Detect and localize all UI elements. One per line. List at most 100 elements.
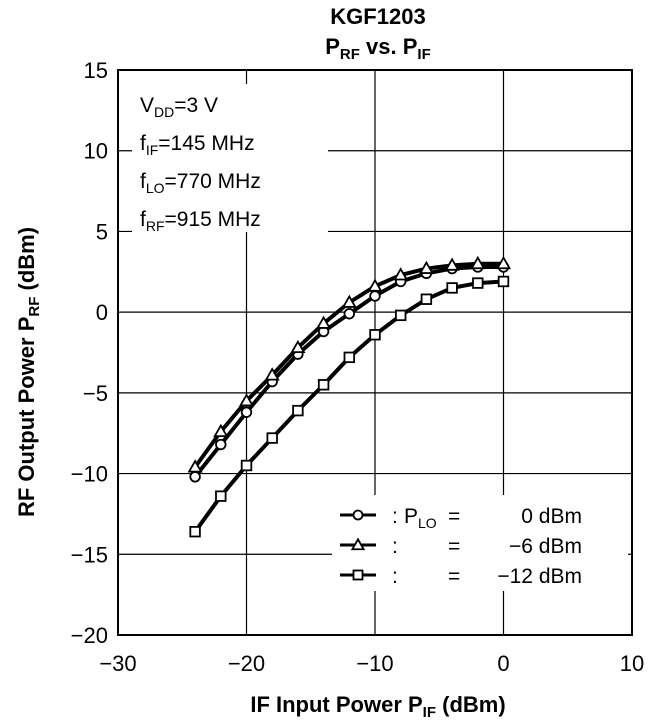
condition-symbol: f xyxy=(140,208,146,231)
y-tick-label: 15 xyxy=(84,58,108,83)
marker-square xyxy=(352,569,364,581)
legend-entry: : = −6 dBm xyxy=(340,535,582,558)
marker-triangle xyxy=(367,278,383,292)
y-axis-label-text: RF Output Power P xyxy=(14,317,39,517)
x-axis-label-text: IF Input Power P xyxy=(250,692,422,717)
marker-triangle xyxy=(213,423,229,438)
legend-equals: = xyxy=(448,565,460,588)
legend-equals: = xyxy=(448,505,460,528)
marker-square xyxy=(497,275,510,288)
marker-triangle xyxy=(350,537,366,551)
x-tick-label: −30 xyxy=(99,651,136,676)
x-tick-labels: −30 −20 −10 0 10 xyxy=(99,651,644,676)
legend-symbol-sub: LO xyxy=(418,515,437,531)
marker-square xyxy=(292,404,304,417)
x-axis-label: IF Input Power PIF (dBm) xyxy=(250,692,505,721)
x-tick-label: 0 xyxy=(497,651,509,676)
chart-subtitle: PRF vs. PIF xyxy=(325,34,431,63)
marker-triangle xyxy=(418,260,434,274)
y-axis-label: RF Output Power PRF (dBm) xyxy=(14,227,43,517)
y-tick-label: −5 xyxy=(83,381,108,406)
legend-entry: : = −12 dBm xyxy=(340,565,582,588)
marker-triangle xyxy=(341,294,357,308)
marker-square xyxy=(189,525,201,538)
marker-square xyxy=(369,329,381,341)
subtitle-rf-sub: RF xyxy=(340,46,360,63)
condition-line: VDD=3 V xyxy=(140,94,218,120)
marker-circle xyxy=(215,438,227,451)
marker-square xyxy=(446,282,458,294)
y-tick-label: −20 xyxy=(71,623,108,648)
marker-triangle xyxy=(290,339,306,354)
marker-square xyxy=(420,293,433,305)
subtitle-vs: vs. P xyxy=(360,34,417,59)
marker-triangle xyxy=(187,459,203,473)
y-axis-label-sub: RF xyxy=(26,297,43,317)
marker-triangle xyxy=(238,393,255,407)
y-axis-label-unit: (dBm) xyxy=(14,227,39,297)
marker-square xyxy=(394,309,407,322)
condition-line: fRF=915 MHz xyxy=(140,208,261,234)
legend-colon: : xyxy=(392,505,398,528)
marker-square xyxy=(472,277,484,289)
condition-symbol: V xyxy=(140,94,154,117)
legend-entry: : PLO = 0 dBm xyxy=(340,505,582,531)
series-layer xyxy=(187,255,512,538)
y-tick-label: −10 xyxy=(71,462,108,487)
legend-equals: = xyxy=(448,535,460,558)
x-tick-label: −20 xyxy=(228,651,265,676)
marker-triangle xyxy=(470,255,486,270)
subtitle-if-sub: IF xyxy=(417,46,430,63)
x-axis-label-sub: IF xyxy=(423,704,436,721)
condition-line: fLO=770 MHz xyxy=(140,170,261,196)
y-tick-label: −15 xyxy=(71,542,108,567)
legend-symbol-p: P xyxy=(404,505,418,528)
y-tick-label: 0 xyxy=(96,300,108,325)
marker-triangle xyxy=(316,315,332,329)
series-line xyxy=(193,261,504,469)
marker-circle xyxy=(240,406,253,418)
y-tick-label: 5 xyxy=(96,219,108,244)
marker-square xyxy=(317,379,330,391)
legend-background xyxy=(332,495,628,591)
series-square xyxy=(189,275,510,538)
y-tick-labels: −20 −15 −10 −5 0 5 10 15 xyxy=(71,58,108,648)
plot-frame xyxy=(117,69,633,636)
condition-subscript: LO xyxy=(146,180,165,196)
marker-circle xyxy=(369,290,381,302)
chart-title: KGF1203 xyxy=(330,4,425,29)
condition-value: =3 V xyxy=(174,94,218,117)
series-triangle xyxy=(187,255,512,473)
y-tick-label: 10 xyxy=(84,139,108,164)
condition-symbol: f xyxy=(140,170,146,193)
conditions-background xyxy=(132,84,328,232)
marker-circle xyxy=(189,471,201,483)
condition-value: =770 MHz xyxy=(165,170,261,193)
legend-symbol: PLO xyxy=(404,505,437,531)
legend-colon: : xyxy=(392,535,398,558)
condition-value: =145 MHz xyxy=(158,132,254,155)
subtitle-p-rf: P xyxy=(325,34,340,59)
marker-square xyxy=(240,459,253,472)
marker-square xyxy=(215,490,227,502)
marker-triangle xyxy=(495,255,512,270)
legend-value: −6 dBm xyxy=(509,535,582,558)
marker-triangle xyxy=(264,367,280,381)
condition-subscript: IF xyxy=(146,142,158,158)
legend: : PLO = 0 dBm: = −6 dBm: = −12 dBm xyxy=(340,505,582,588)
legend-value: −12 dBm xyxy=(497,565,582,588)
marker-circle xyxy=(352,509,364,521)
condition-subscript: RF xyxy=(146,218,165,234)
legend-value: 0 dBm xyxy=(521,505,582,528)
condition-line: fIF=145 MHz xyxy=(140,132,255,158)
marker-square xyxy=(343,351,356,364)
marker-triangle xyxy=(393,267,409,281)
marker-square xyxy=(266,432,278,444)
marker-circle xyxy=(343,308,356,320)
x-tick-label: 10 xyxy=(620,651,644,676)
condition-subscript: DD xyxy=(154,104,174,120)
x-axis-label-unit: (dBm) xyxy=(436,692,506,717)
condition-value: =915 MHz xyxy=(165,208,261,231)
